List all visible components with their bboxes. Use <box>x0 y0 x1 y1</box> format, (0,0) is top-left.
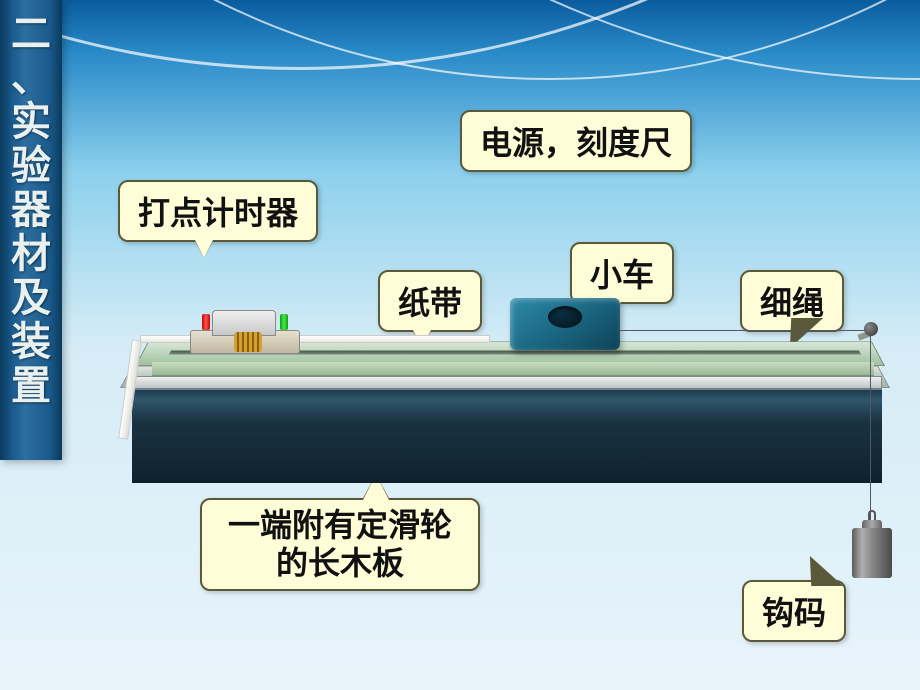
timer-post-red <box>202 314 210 330</box>
timer-post-green <box>280 314 288 330</box>
timer-coil <box>234 332 262 352</box>
cart-hole <box>548 306 582 328</box>
label-text: 打点计时器 <box>138 195 298 231</box>
spark-timer <box>190 304 300 354</box>
desk-front <box>132 388 882 483</box>
label-timer: 打点计时器 <box>118 180 318 242</box>
section-title-bar: 二、实验器材及装置 <box>0 0 62 460</box>
string-vertical <box>870 332 871 532</box>
bg-arc <box>0 0 920 70</box>
label-power-ruler: 电源，刻度尺 <box>460 110 692 172</box>
label-text: 电源，刻度尺 <box>480 125 672 161</box>
pointer-icon <box>190 230 218 258</box>
bg-arc <box>20 0 920 80</box>
bg-arc <box>0 0 920 80</box>
cart <box>510 298 620 350</box>
pulley <box>864 322 878 336</box>
label-text: 小车 <box>590 257 654 293</box>
label-cart: 小车 <box>570 242 674 304</box>
string-horizontal <box>620 330 872 331</box>
section-title: 二、实验器材及装置 <box>11 12 51 408</box>
board-edge <box>152 362 874 376</box>
hook-weight <box>852 528 892 578</box>
apparatus-scene <box>80 300 900 680</box>
